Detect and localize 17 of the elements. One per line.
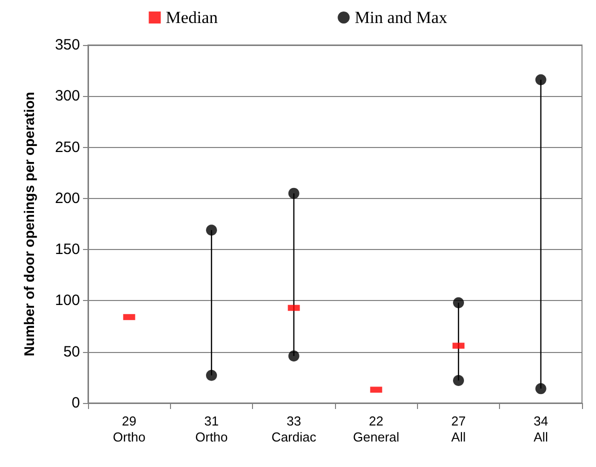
x-tick-label: 22 General <box>353 414 400 444</box>
y-tick-label: 200 <box>54 190 80 207</box>
y-tick-label: 150 <box>54 241 80 258</box>
y-axis-title: Number of door openings per operation <box>21 92 37 356</box>
y-tick-label: 300 <box>54 88 80 105</box>
y-tick-label: 50 <box>63 343 80 360</box>
y-tick-label: 350 <box>54 36 80 54</box>
x-tick-label: 31 Ortho <box>195 414 228 444</box>
x-tick-label: 33 Cardiac <box>271 414 317 444</box>
x-tick-label: 34 All <box>534 414 548 444</box>
legend-label: Median <box>166 8 218 27</box>
x-tick-label: 29 Ortho <box>112 414 146 444</box>
y-tick-label: 100 <box>54 292 80 310</box>
legend-label: Min and Max <box>354 8 448 27</box>
x-tick-label: 27 All <box>451 414 466 444</box>
y-tick-label: 0 <box>72 394 80 412</box>
y-tick-label: 250 <box>54 138 80 156</box>
